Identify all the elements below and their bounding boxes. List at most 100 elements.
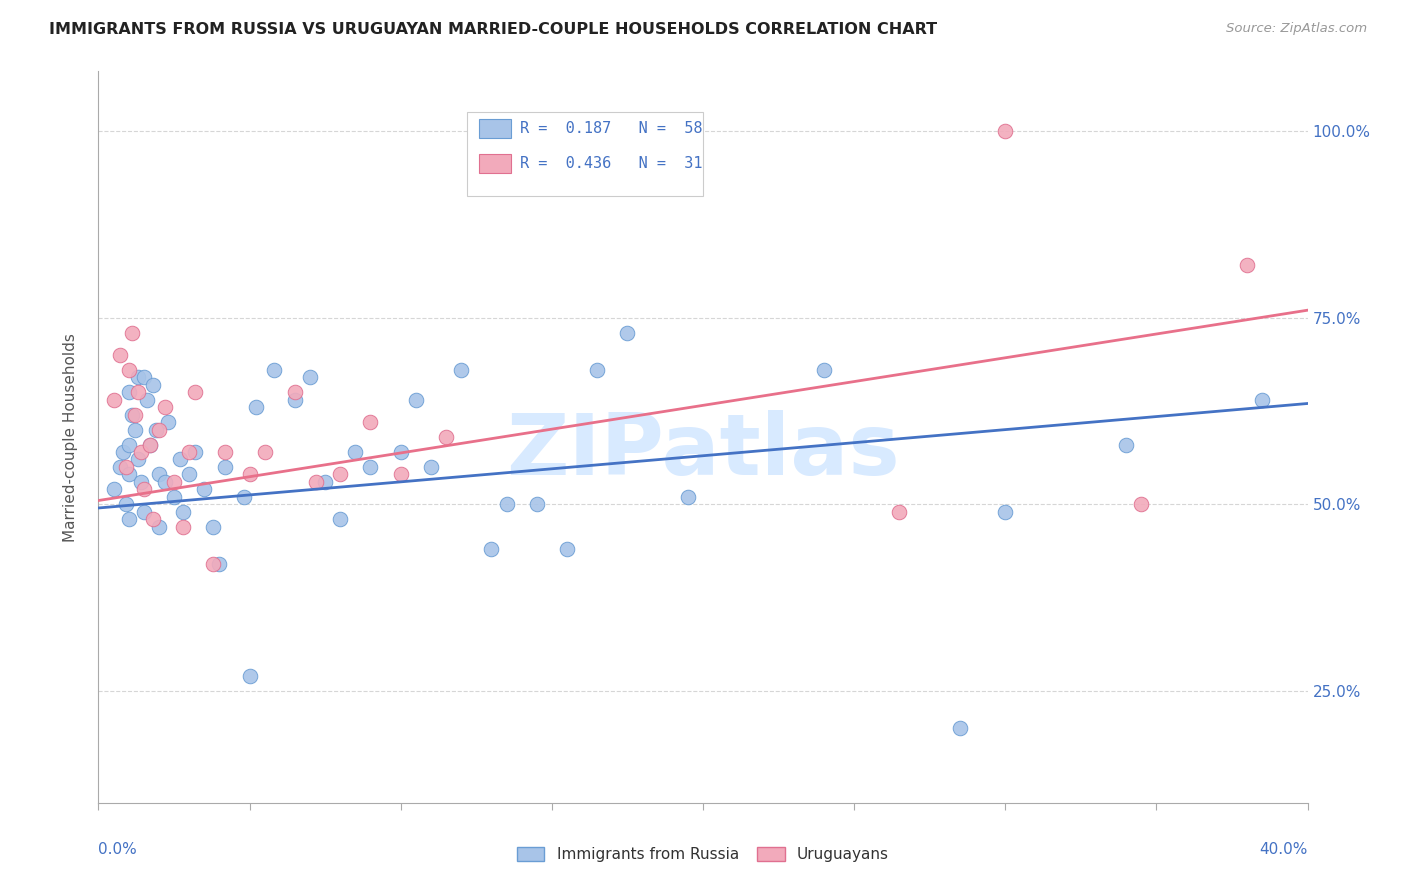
Point xyxy=(344,445,367,459)
Point xyxy=(142,377,165,392)
Point xyxy=(118,437,141,451)
Text: R =  0.187   N =  58: R = 0.187 N = 58 xyxy=(520,121,703,136)
Point xyxy=(994,124,1017,138)
Point xyxy=(145,423,167,437)
Point xyxy=(284,385,307,400)
Point xyxy=(813,363,835,377)
Text: ZIPatlas: ZIPatlas xyxy=(506,410,900,493)
Point xyxy=(994,505,1017,519)
Point xyxy=(153,401,176,415)
Point xyxy=(214,459,236,474)
Text: 40.0%: 40.0% xyxy=(1260,842,1308,856)
Point xyxy=(118,512,141,526)
Point xyxy=(232,490,254,504)
FancyBboxPatch shape xyxy=(467,112,703,195)
Point xyxy=(616,326,638,340)
Text: IMMIGRANTS FROM RUSSIA VS URUGUAYAN MARRIED-COUPLE HOUSEHOLDS CORRELATION CHART: IMMIGRANTS FROM RUSSIA VS URUGUAYAN MARR… xyxy=(49,22,938,37)
Point xyxy=(495,497,517,511)
Point xyxy=(114,497,136,511)
Point xyxy=(118,385,141,400)
Point xyxy=(1130,497,1153,511)
Point xyxy=(163,475,186,489)
Point xyxy=(389,445,412,459)
Point xyxy=(132,483,155,497)
Point xyxy=(949,721,972,735)
Point xyxy=(129,445,152,459)
Text: 0.0%: 0.0% xyxy=(98,842,138,856)
Point xyxy=(156,415,179,429)
Point xyxy=(118,467,141,482)
Point xyxy=(305,475,328,489)
Point xyxy=(329,467,352,482)
Point xyxy=(208,557,231,571)
Point xyxy=(1251,392,1274,407)
Point xyxy=(389,467,412,482)
FancyBboxPatch shape xyxy=(479,154,510,173)
Text: Source: ZipAtlas.com: Source: ZipAtlas.com xyxy=(1226,22,1367,36)
Point xyxy=(179,467,201,482)
Point xyxy=(114,459,136,474)
Point xyxy=(148,519,170,533)
Point xyxy=(245,401,267,415)
Point xyxy=(132,370,155,384)
Point xyxy=(299,370,322,384)
Point xyxy=(434,430,457,444)
Point xyxy=(184,445,207,459)
Point xyxy=(103,392,125,407)
Point xyxy=(121,408,143,422)
Point xyxy=(169,452,191,467)
Point xyxy=(253,445,276,459)
Point xyxy=(360,459,382,474)
Point xyxy=(127,452,149,467)
Point xyxy=(108,459,131,474)
Point xyxy=(148,423,170,437)
Legend: Immigrants from Russia, Uruguayans: Immigrants from Russia, Uruguayans xyxy=(510,841,896,868)
Point xyxy=(163,490,186,504)
Point xyxy=(405,392,427,407)
Y-axis label: Married-couple Households: Married-couple Households xyxy=(63,333,77,541)
Point xyxy=(172,505,194,519)
Point xyxy=(889,505,911,519)
Point xyxy=(179,445,201,459)
Point xyxy=(127,370,149,384)
Point xyxy=(108,348,131,362)
Point xyxy=(239,669,262,683)
Point xyxy=(148,467,170,482)
Point xyxy=(135,392,157,407)
Point xyxy=(184,385,207,400)
Point xyxy=(202,519,225,533)
Point xyxy=(481,542,503,557)
Point xyxy=(239,467,262,482)
Point xyxy=(586,363,609,377)
Point xyxy=(193,483,215,497)
Point xyxy=(420,459,443,474)
Point xyxy=(1115,437,1137,451)
Point xyxy=(127,385,149,400)
Point xyxy=(118,363,141,377)
Point xyxy=(129,475,152,489)
Point xyxy=(263,363,285,377)
Point xyxy=(121,326,143,340)
Point xyxy=(214,445,236,459)
Point xyxy=(153,475,176,489)
Point xyxy=(450,363,472,377)
Point xyxy=(111,445,134,459)
Point xyxy=(142,512,165,526)
FancyBboxPatch shape xyxy=(479,119,510,138)
Point xyxy=(314,475,336,489)
Point xyxy=(1236,259,1258,273)
Point xyxy=(132,505,155,519)
Point xyxy=(139,437,162,451)
Point xyxy=(103,483,125,497)
Point xyxy=(555,542,578,557)
Point xyxy=(360,415,382,429)
Point xyxy=(526,497,548,511)
Point xyxy=(676,490,699,504)
Point xyxy=(139,437,162,451)
Text: R =  0.436   N =  31: R = 0.436 N = 31 xyxy=(520,156,703,171)
Point xyxy=(329,512,352,526)
Point xyxy=(172,519,194,533)
Point xyxy=(124,408,146,422)
Point xyxy=(202,557,225,571)
Point xyxy=(124,423,146,437)
